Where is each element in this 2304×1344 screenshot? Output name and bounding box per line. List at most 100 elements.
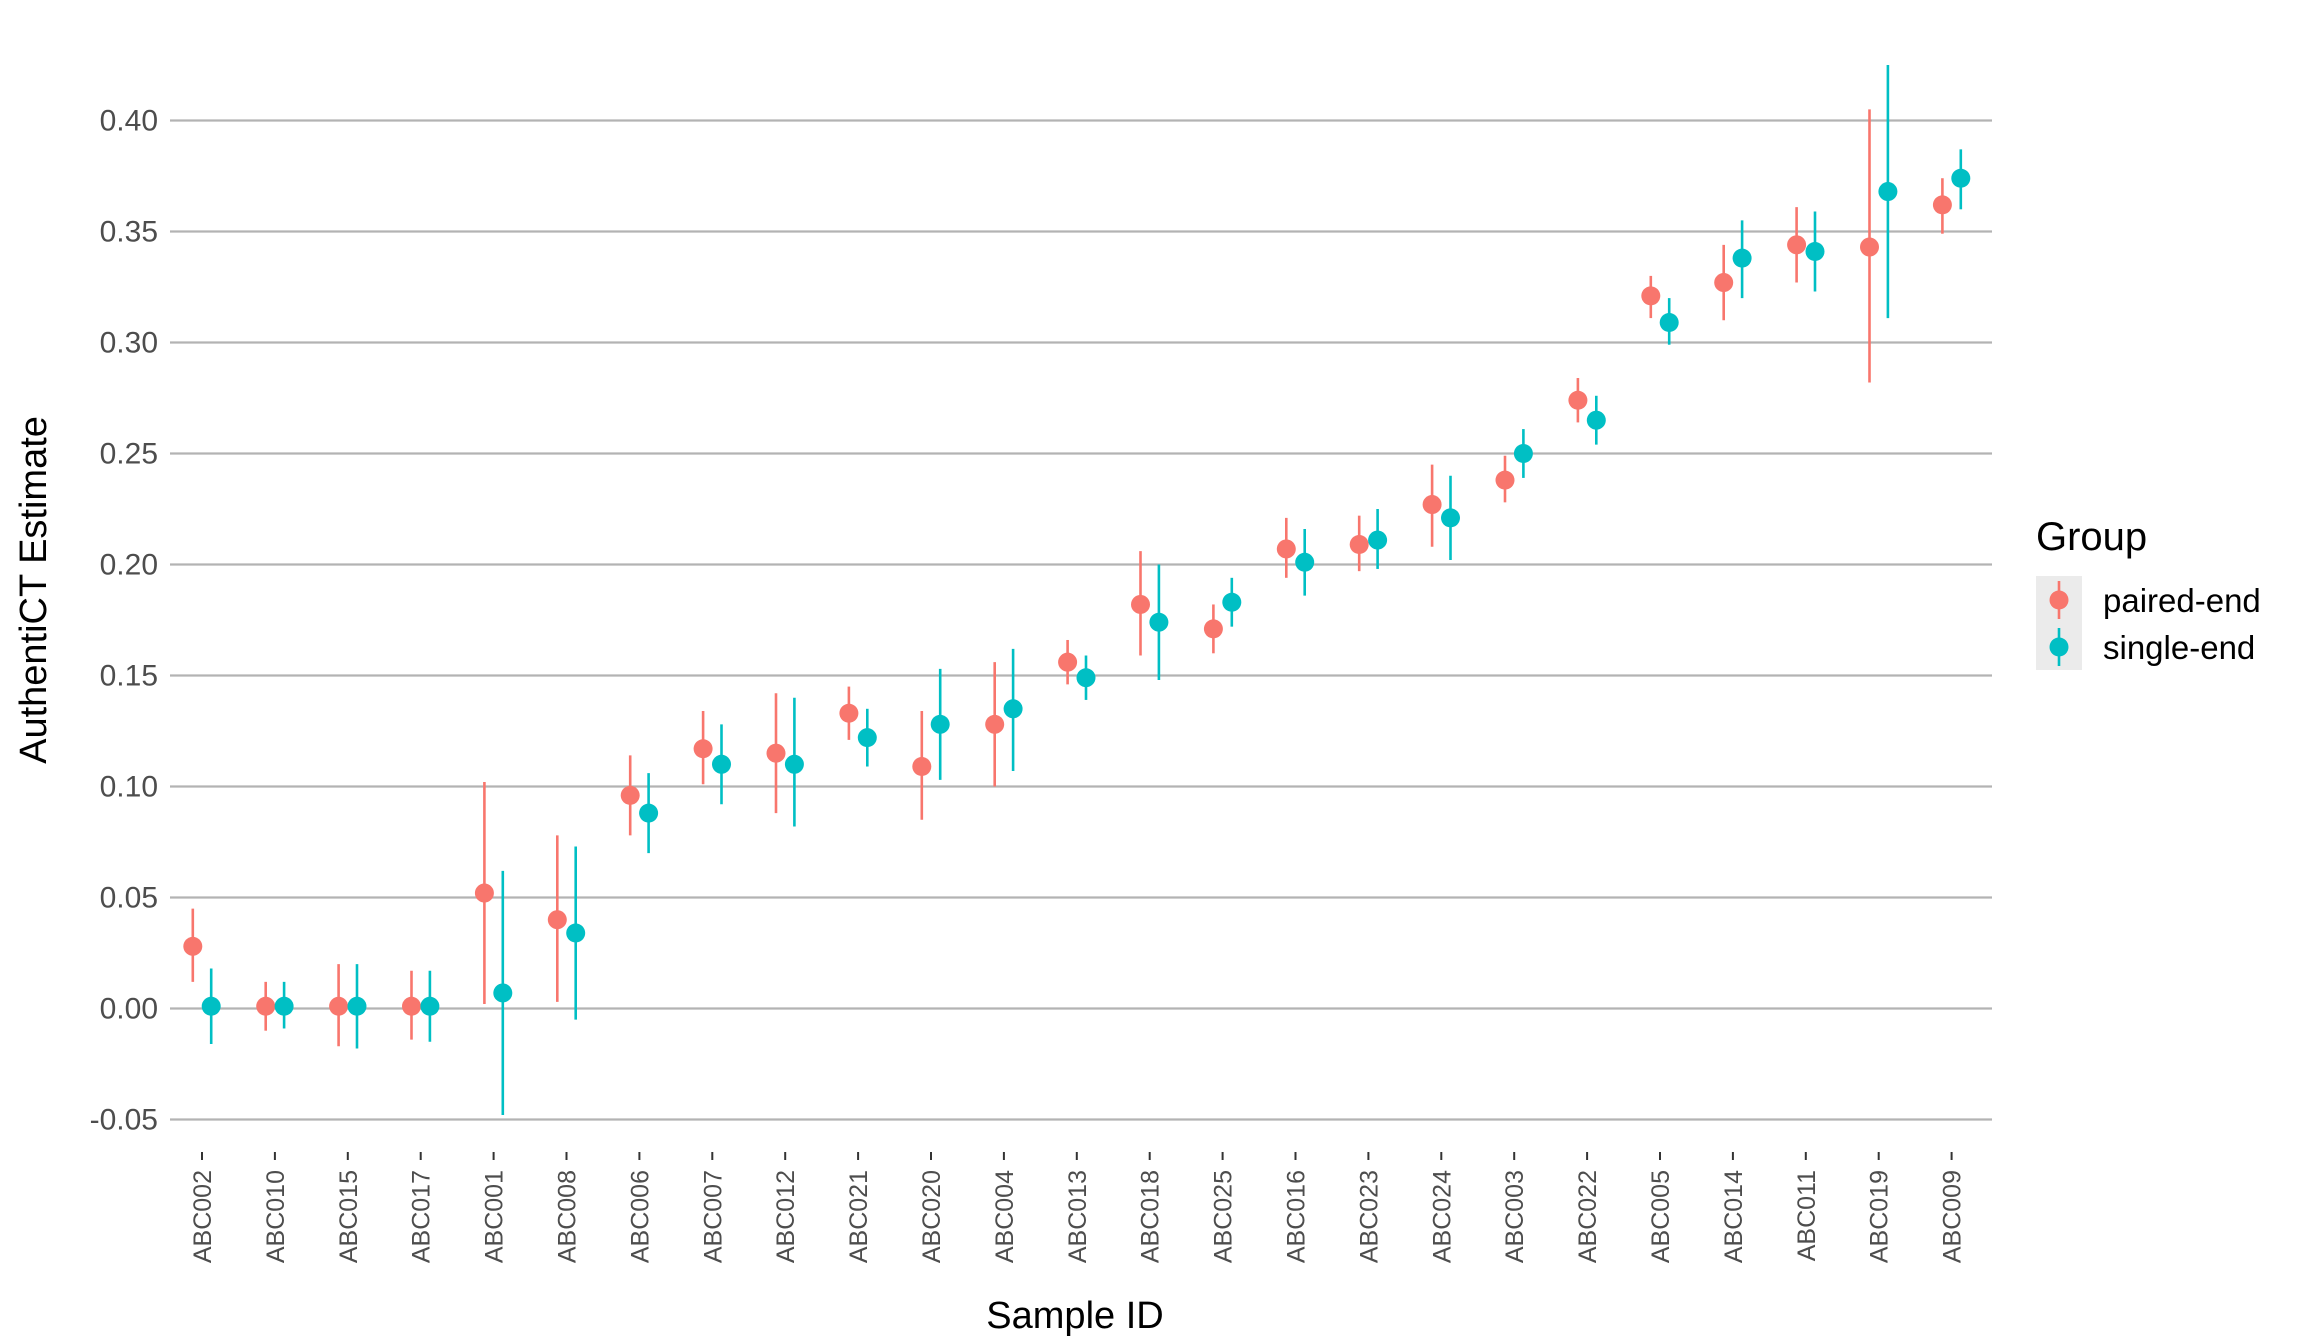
point-paired-end [1349, 535, 1369, 555]
x-tick-label: ABC014 [1720, 1170, 1748, 1263]
x-tick-label: ABC020 [918, 1170, 946, 1263]
data-points [183, 168, 1971, 1016]
legend-key-point [2049, 637, 2069, 657]
point-single-end [1951, 168, 1971, 188]
point-single-end [1441, 508, 1460, 528]
point-single-end [1149, 612, 1169, 632]
x-tick-label: ABC011 [1793, 1170, 1821, 1261]
x-tick-label: ABC022 [1574, 1170, 1602, 1263]
x-tick-label: ABC017 [408, 1170, 436, 1263]
x-tick-label: ABC025 [1210, 1170, 1238, 1263]
x-tick-label: ABC010 [262, 1170, 290, 1263]
y-tick-label: 0.15 [100, 660, 158, 693]
x-tick-label: ABC021 [845, 1170, 873, 1263]
point-paired-end [256, 996, 276, 1016]
x-tick-label: ABC015 [335, 1170, 363, 1263]
point-paired-end [1495, 470, 1515, 490]
legend-title: Group [2036, 515, 2147, 559]
point-paired-end [839, 703, 859, 723]
y-axis-ticks: -0.05 0.00 0.05 0.10 0.15 0.20 0.25 0.30 0.35 0.4… [90, 105, 158, 1137]
point-single-end [712, 754, 731, 774]
point-paired-end [183, 936, 203, 956]
y-tick-label: -0.05 [90, 1104, 158, 1137]
point-single-end [1659, 313, 1679, 333]
legend-key-point [2049, 590, 2069, 610]
y-tick-label: 0.10 [100, 771, 158, 804]
y-tick-label: 0.30 [100, 327, 158, 360]
point-single-end [1003, 699, 1023, 719]
point-single-end [1732, 248, 1752, 268]
x-tick-label: ABC016 [1283, 1170, 1311, 1263]
point-single-end [420, 996, 440, 1016]
point-single-end [784, 754, 804, 774]
x-tick-label: ABC013 [1064, 1170, 1092, 1263]
x-tick-label: ABC005 [1647, 1170, 1675, 1263]
x-tick-label: ABC006 [626, 1170, 654, 1263]
x-tick-label: ABC018 [1137, 1170, 1165, 1263]
point-single-end [1076, 668, 1096, 688]
point-single-end [1368, 530, 1388, 550]
point-paired-end [1568, 390, 1588, 410]
point-paired-end [1860, 237, 1879, 257]
point-paired-end [1641, 286, 1661, 306]
point-paired-end [1422, 495, 1442, 515]
point-single-end [274, 996, 294, 1016]
point-single-end [1222, 592, 1242, 612]
point-paired-end [1714, 273, 1734, 293]
point-single-end [1295, 552, 1315, 572]
y-axis-title: AuthentiCT Estimate [13, 416, 55, 764]
x-tick-label: ABC008 [554, 1170, 582, 1263]
y-tick-label: 0.25 [100, 438, 158, 471]
point-paired-end [1058, 652, 1078, 672]
x-tick-label: ABC001 [481, 1170, 509, 1263]
point-single-end [1586, 410, 1606, 430]
point-paired-end [985, 714, 1005, 734]
point-single-end [1513, 444, 1533, 463]
point-single-end [1805, 241, 1825, 261]
x-tick-label: ABC002 [189, 1170, 217, 1263]
point-paired-end [766, 743, 786, 763]
x-tick-label: ABC009 [1939, 1170, 1967, 1263]
y-tick-label: 0.40 [100, 105, 158, 138]
point-paired-end [693, 739, 713, 759]
x-tick-label: ABC023 [1355, 1170, 1383, 1263]
x-axis-ticks: ABC002 ABC010 ABC015 ABC017 ABC001 ABC008 ABC0… [189, 1152, 1967, 1263]
y-tick-label: 0.05 [100, 882, 158, 915]
legend-label-single-end: single-end [2103, 629, 2255, 666]
y-tick-label: 0.20 [100, 549, 158, 582]
point-single-end [493, 983, 513, 1003]
point-single-end [857, 728, 877, 748]
point-paired-end [402, 996, 421, 1016]
legend-keys [2049, 581, 2069, 666]
point-paired-end [620, 785, 640, 805]
x-tick-label: ABC007 [699, 1170, 727, 1263]
error-bars [191, 65, 1963, 1116]
point-paired-end [1276, 539, 1296, 559]
legend: Group paired-end single-end [2036, 515, 2261, 670]
point-single-end [566, 923, 586, 943]
gridlines [170, 119, 1992, 1121]
point-paired-end [1203, 619, 1223, 639]
point-paired-end [1787, 235, 1807, 255]
point-paired-end [912, 757, 932, 777]
y-tick-label: 0.35 [100, 216, 158, 249]
point-paired-end [547, 910, 567, 930]
x-axis-title: Sample ID [986, 1295, 1163, 1337]
x-tick-label: ABC019 [1866, 1170, 1894, 1263]
y-tick-label: 0.00 [100, 993, 158, 1026]
x-tick-label: ABC004 [991, 1170, 1019, 1263]
point-paired-end [1932, 195, 1952, 215]
x-tick-label: ABC003 [1501, 1170, 1529, 1263]
legend-label-paired-end: paired-end [2103, 582, 2261, 619]
point-single-end [1878, 182, 1898, 202]
point-paired-end [1131, 594, 1150, 614]
point-single-end [930, 714, 950, 734]
x-tick-label: ABC024 [1428, 1170, 1456, 1263]
point-single-end [639, 803, 659, 823]
point-single-end [201, 996, 221, 1016]
point-paired-end [474, 883, 494, 903]
point-single-end [347, 996, 367, 1016]
point-paired-end [329, 996, 349, 1016]
